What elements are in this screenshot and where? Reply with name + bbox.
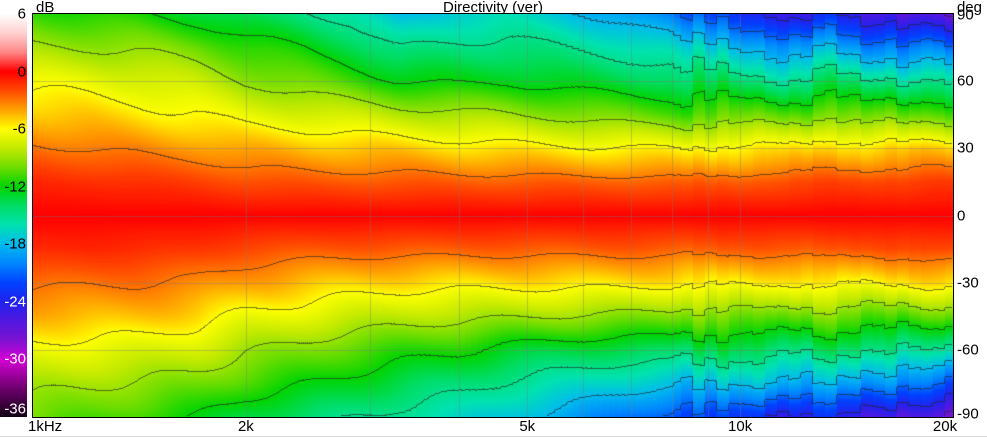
colorbar-unit-label: dB — [36, 0, 55, 16]
colorbar-tick-label: -6 — [12, 120, 26, 138]
colorbar-tick-label: -12 — [4, 178, 26, 196]
colorbar-tick-label: -24 — [4, 293, 26, 311]
frequency-tick-label: 2k — [237, 418, 254, 435]
colorbar-tick-label: 0 — [17, 63, 26, 81]
frequency-tick-label: 5k — [519, 418, 536, 435]
angle-tick-label: 60 — [957, 72, 974, 90]
page-title: Directivity (ver) — [443, 0, 543, 16]
angle-tick-label: 0 — [957, 207, 966, 224]
colorbar — [0, 14, 27, 417]
colorbar-tick-label: 6 — [17, 5, 26, 23]
colorbar-tick-label: -36 — [4, 400, 26, 418]
colorbar-tick-label: -30 — [4, 350, 26, 368]
colorbar-tick-label: -18 — [4, 235, 26, 253]
directivity-heatmap-canvas — [33, 14, 953, 417]
angle-axis-unit-label: deg — [956, 0, 982, 16]
angle-tick-label: -30 — [957, 274, 979, 292]
frequency-tick-label: 1kHz — [28, 418, 63, 435]
angle-tick-label: 30 — [957, 139, 974, 157]
plot-border — [32, 13, 954, 418]
angle-tick-label: -60 — [957, 341, 979, 359]
angle-tick-label: -90 — [957, 405, 979, 423]
frequency-tick-label: 20k — [932, 418, 958, 435]
angle-tick-label: 90 — [957, 6, 974, 24]
frequency-tick-label: 10k — [728, 418, 753, 435]
